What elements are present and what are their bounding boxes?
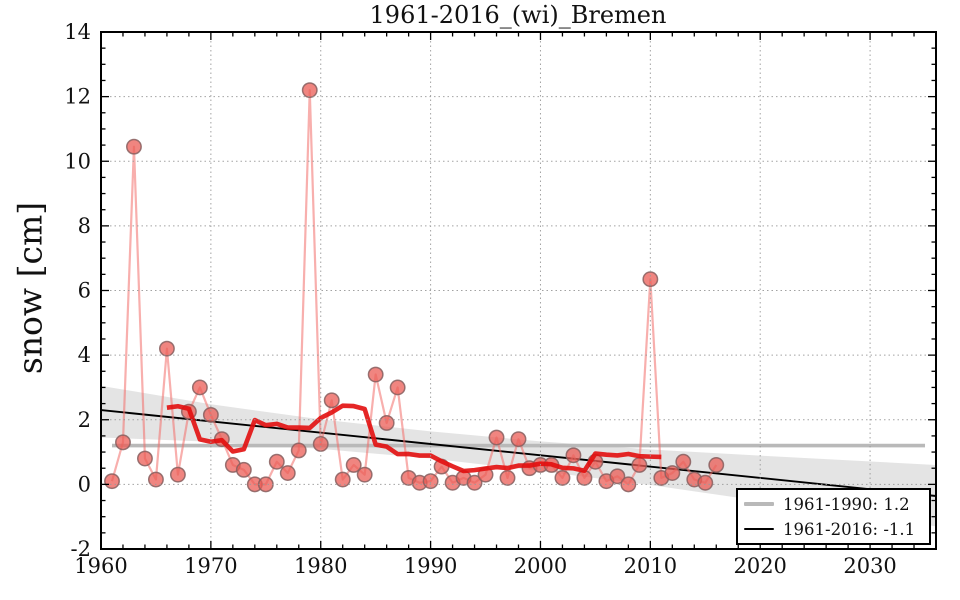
x-tick-label: 1970: [184, 554, 237, 578]
x-tick-label: 2020: [733, 554, 786, 578]
data-point: [697, 474, 714, 491]
y-tick-label: 10: [64, 149, 91, 173]
data-point: [323, 392, 340, 409]
x-tick-label: 2030: [843, 554, 896, 578]
data-point: [136, 450, 153, 467]
thick-gray-swatch: [744, 502, 774, 506]
data-point: [312, 436, 329, 452]
data-point: [466, 474, 483, 491]
chart-title: 1961-2016_(wi)_Bremen: [369, 1, 667, 29]
data-point: [104, 473, 120, 490]
y-tick-label: 0: [78, 472, 91, 496]
legend: 1961-1990: 1.2 1961-2016: -1.1: [736, 488, 931, 545]
data-point: [191, 379, 208, 396]
trend-uncertainty-band: [101, 385, 936, 527]
data-point: [422, 473, 439, 490]
legend-label: 1961-1990: 1.2: [783, 494, 910, 514]
linear-trend-line: [101, 409, 936, 497]
data-point: [708, 457, 725, 473]
data-point: [301, 82, 318, 99]
x-tick-label: 1980: [294, 554, 347, 578]
data-point: [499, 469, 516, 486]
data-point: [115, 434, 131, 451]
y-tick-label: 4: [78, 343, 91, 367]
data-point: [488, 429, 505, 446]
axis-ticks: [100, 31, 937, 550]
y-tick-label: 2: [78, 408, 91, 432]
data-point: [367, 366, 384, 383]
y-tick-label: 14: [64, 20, 91, 44]
data-point: [565, 447, 582, 464]
y-axis-label: snow [cm]: [10, 201, 50, 375]
y-tick-label: -2: [71, 537, 91, 561]
data-point: [235, 461, 252, 478]
legend-item: 1961-2016: -1.1: [744, 518, 923, 540]
x-tick-label: 1990: [404, 554, 457, 578]
data-point: [279, 465, 296, 482]
data-point: [554, 469, 571, 486]
data-point: [169, 466, 186, 483]
y-tick-label: 8: [78, 214, 91, 238]
data-point: [378, 415, 395, 431]
x-tick-label: 1960: [74, 554, 127, 578]
legend-label: 1961-2016: -1.1: [783, 519, 916, 539]
data-point: [664, 465, 681, 482]
data-point: [268, 453, 285, 470]
data-point: [356, 466, 373, 483]
data-point: [334, 471, 351, 488]
running-mean-line: [166, 403, 662, 474]
data-point: [147, 471, 164, 488]
legend-item: 1961-1990: 1.2: [744, 493, 923, 515]
data-point: [675, 453, 692, 470]
data-point: [631, 457, 648, 473]
x-tick-label: 2000: [514, 554, 567, 578]
data-point: [158, 340, 175, 357]
data-point: [345, 457, 362, 473]
x-tick-label: 2010: [624, 554, 677, 578]
data-point: [609, 468, 626, 485]
data-point: [510, 431, 527, 448]
plot-area: [101, 82, 936, 527]
data-point: [290, 442, 307, 459]
thin-black-swatch: [744, 528, 774, 530]
data-point: [257, 476, 274, 493]
y-tick-label: 6: [78, 279, 91, 303]
data-point: [389, 379, 406, 396]
data-point: [126, 138, 142, 155]
y-tick-label: 12: [64, 85, 91, 109]
